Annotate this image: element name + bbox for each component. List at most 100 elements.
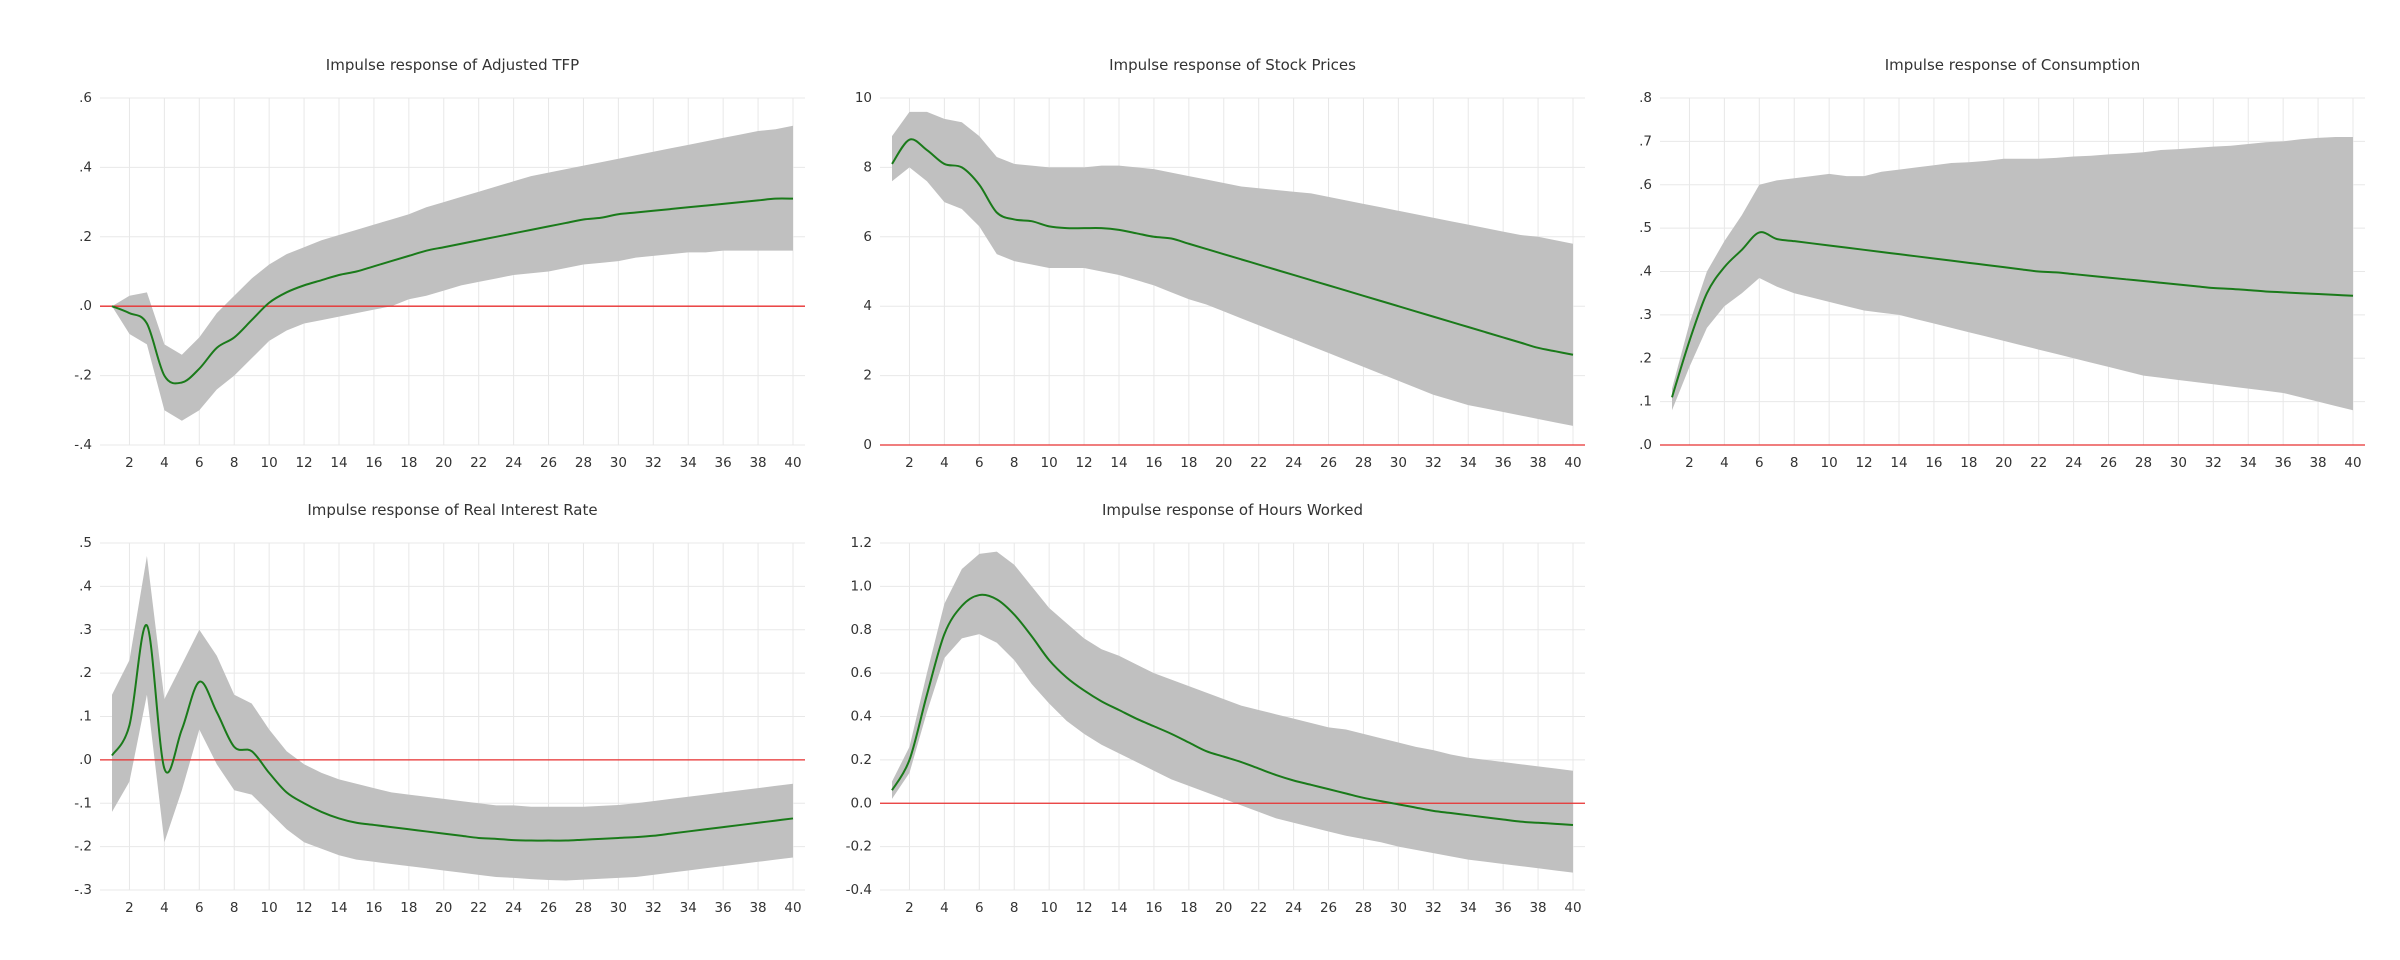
x-tick-label: 18 — [1180, 900, 1197, 916]
chart-title: Impulse response of Hours Worked — [1102, 501, 1363, 519]
x-tick-label: 18 — [400, 900, 417, 916]
y-tick-label: 1.2 — [851, 535, 872, 551]
x-tick-label: 36 — [1495, 900, 1512, 916]
x-tick-label: 38 — [1529, 455, 1546, 471]
chart-title: Impulse response of Adjusted TFP — [326, 56, 579, 74]
x-tick-label: 20 — [435, 455, 452, 471]
x-tick-label: 2 — [905, 455, 914, 471]
x-tick-label: 30 — [610, 900, 627, 916]
x-tick-label: 16 — [365, 900, 382, 916]
x-tick-label: 40 — [2344, 455, 2361, 471]
y-tick-label: 8 — [863, 159, 872, 175]
y-tick-label: 0.8 — [851, 622, 872, 638]
confidence-band — [112, 556, 793, 881]
x-tick-label: 16 — [365, 455, 382, 471]
x-tick-label: 14 — [330, 900, 347, 916]
y-tick-label: .7 — [1639, 133, 1652, 149]
y-tick-label: .8 — [1639, 90, 1652, 106]
x-tick-label: 30 — [2170, 455, 2187, 471]
x-tick-label: 34 — [1460, 900, 1477, 916]
x-tick-label: 2 — [1685, 455, 1694, 471]
chart-svg-stock-prices: Impulse response of Stock Prices02468102… — [855, 56, 1585, 471]
x-tick-label: 20 — [435, 900, 452, 916]
x-tick-label: 32 — [645, 900, 662, 916]
chart-title: Impulse response of Real Interest Rate — [307, 501, 597, 519]
x-tick-label: 6 — [195, 455, 204, 471]
chart-svg-adjusted-tfp: Impulse response of Adjusted TFP -.4 -.2 .0… — [74, 56, 805, 471]
x-tick-label: 10 — [1041, 900, 1058, 916]
x-tick-label: 36 — [715, 900, 732, 916]
chart-panel-stock-prices: Impulse response of Stock Prices 0 2 4 6 8 10 2… — [820, 40, 1600, 480]
y-tick-label: -.4 — [74, 437, 92, 453]
y-tick-label: .1 — [1639, 394, 1652, 410]
chart-svg-real-interest-rate: Impulse response of Real Interest Rate -.… — [74, 501, 805, 916]
x-tick-label: 6 — [195, 900, 204, 916]
y-tick-label: 4 — [863, 298, 872, 314]
confidence-band — [1672, 137, 2353, 411]
y-tick-label: -.3 — [74, 882, 92, 898]
x-tick-label: 20 — [1215, 900, 1232, 916]
x-tick-label: 40 — [784, 900, 801, 916]
x-tick-label: 28 — [575, 455, 592, 471]
y-tick-label: -0.2 — [846, 839, 872, 855]
x-tick-label: 28 — [1355, 900, 1372, 916]
x-tick-label: 4 — [940, 455, 949, 471]
y-tick-label: 0.2 — [851, 752, 872, 768]
x-tick-label: 36 — [1495, 455, 1512, 471]
x-tick-label: 8 — [230, 900, 239, 916]
x-tick-label: 4 — [1720, 455, 1729, 471]
y-tick-label: .0 — [1639, 437, 1652, 453]
y-tick-label: 2 — [863, 368, 872, 384]
x-tick-label: 6 — [975, 455, 984, 471]
y-tick-label: -.2 — [74, 368, 92, 384]
y-tick-label: .0 — [79, 752, 92, 768]
x-tick-label: 4 — [940, 900, 949, 916]
x-tick-label: 26 — [1320, 900, 1337, 916]
x-tick-label: 10 — [261, 455, 278, 471]
x-tick-label: 34 — [680, 455, 697, 471]
x-tick-label: 26 — [540, 455, 557, 471]
y-tick-label: -.2 — [74, 839, 92, 855]
y-tick-label: 6 — [863, 229, 872, 245]
response-line — [891, 138, 1574, 356]
x-tick-label: 28 — [2135, 455, 2152, 471]
x-tick-label: 24 — [1285, 900, 1302, 916]
x-tick-label: 30 — [1390, 900, 1407, 916]
x-tick-label: 10 — [1821, 455, 1838, 471]
x-tick-label: 40 — [784, 455, 801, 471]
y-tick-label: .6 — [79, 90, 92, 106]
x-tick-label: 12 — [1075, 900, 1092, 916]
x-tick-label: 26 — [1320, 455, 1337, 471]
x-tick-label: 28 — [1355, 455, 1372, 471]
x-tick-label: 12 — [295, 900, 312, 916]
x-tick-label: 10 — [1041, 455, 1058, 471]
x-tick-label: 28 — [575, 900, 592, 916]
y-tick-label: 0.0 — [851, 795, 872, 811]
y-tick-label: .4 — [79, 159, 92, 175]
x-tick-label: 10 — [261, 900, 278, 916]
x-tick-label: 6 — [975, 900, 984, 916]
y-tick-label: .3 — [79, 622, 92, 638]
y-tick-label: .4 — [79, 578, 92, 594]
y-tick-label: .5 — [1639, 220, 1652, 236]
x-tick-label: 2 — [125, 455, 134, 471]
x-tick-label: 14 — [1110, 455, 1127, 471]
x-tick-label: 38 — [749, 455, 766, 471]
x-tick-label: 32 — [645, 455, 662, 471]
y-tick-label: 1.0 — [851, 578, 872, 594]
y-tick-label: 0.4 — [851, 709, 872, 725]
y-tick-label: .0 — [79, 298, 92, 314]
x-tick-label: 34 — [1460, 455, 1477, 471]
x-tick-label: 36 — [2275, 455, 2292, 471]
response-line — [111, 197, 794, 385]
x-tick-label: 26 — [540, 900, 557, 916]
x-tick-label: 38 — [1529, 900, 1546, 916]
x-tick-label: 8 — [1010, 900, 1019, 916]
confidence-band — [112, 125, 793, 421]
y-tick-label: .2 — [79, 665, 92, 681]
x-tick-label: 20 — [1215, 455, 1232, 471]
x-tick-label: 24 — [505, 900, 522, 916]
chart-title: Impulse response of Stock Prices — [1109, 56, 1356, 74]
y-tick-label: .1 — [79, 709, 92, 725]
x-tick-label: 4 — [160, 455, 169, 471]
